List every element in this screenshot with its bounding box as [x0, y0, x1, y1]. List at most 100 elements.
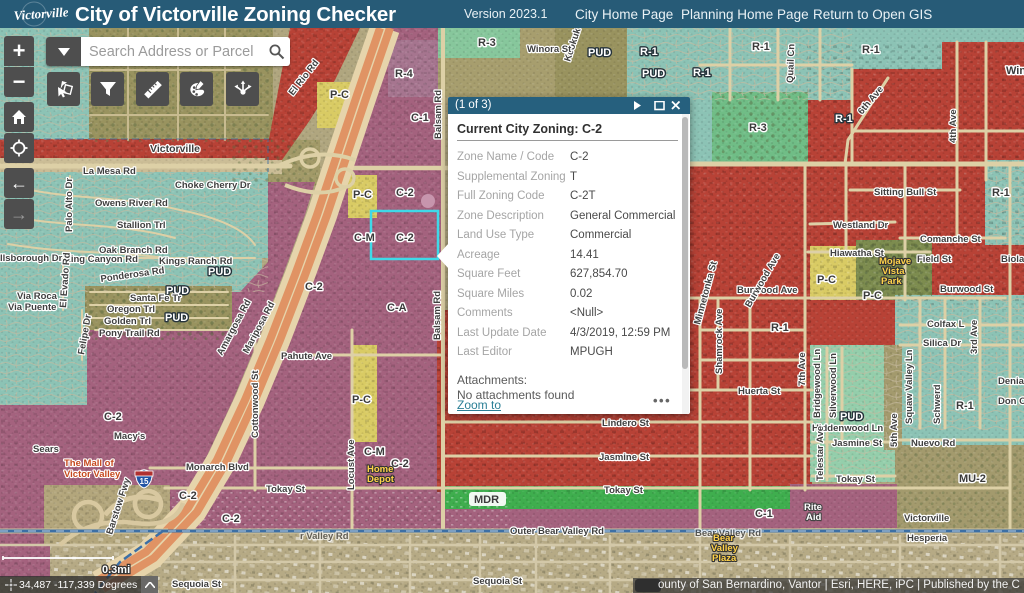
- svg-text:Denia: Denia: [998, 376, 1024, 387]
- svg-text:Choke Cherry Dr: Choke Cherry Dr: [175, 180, 251, 191]
- svg-text:R-3: R-3: [478, 37, 496, 49]
- svg-text:Telestar Ave: Telestar Ave: [815, 426, 826, 481]
- svg-text:R-1: R-1: [771, 322, 789, 334]
- svg-text:Hesperia: Hesperia: [907, 533, 948, 544]
- svg-text:Tokay St: Tokay St: [836, 474, 876, 485]
- svg-text:PUD: PUD: [588, 47, 611, 59]
- svg-text:Aid: Aid: [806, 512, 822, 523]
- svg-text:PUD: PUD: [165, 312, 188, 324]
- svg-text:Tokay St: Tokay St: [604, 485, 644, 496]
- svg-text:Sitting Bull St: Sitting Bull St: [874, 187, 937, 198]
- svg-text:PUD: PUD: [166, 285, 189, 297]
- svg-text:R-1: R-1: [862, 44, 880, 56]
- svg-text:Rite: Rite: [804, 502, 822, 513]
- svg-text:Via Roca: Via Roca: [17, 291, 58, 302]
- svg-text:Schwerd: Schwerd: [932, 384, 943, 424]
- svg-text:C-2: C-2: [391, 458, 409, 470]
- svg-text:Palo Alto Dr: Palo Alto Dr: [64, 178, 75, 232]
- svg-text:Via Puente: Via Puente: [8, 302, 56, 313]
- svg-text:Lindero St: Lindero St: [602, 418, 650, 429]
- svg-text:4th Ave: 4th Ave: [948, 109, 959, 143]
- svg-text:R-1: R-1: [640, 46, 658, 58]
- svg-text:Silverwood Ln: Silverwood Ln: [828, 353, 839, 418]
- svg-text:Victorville: Victorville: [904, 513, 949, 524]
- svg-text:Mojave: Mojave: [879, 256, 911, 267]
- svg-text:Pahute Ave: Pahute Ave: [281, 351, 332, 362]
- svg-text:Burwood St: Burwood St: [940, 284, 994, 295]
- svg-text:Shamrock Ave: Shamrock Ave: [714, 309, 725, 374]
- svg-text:Sequoia St: Sequoia St: [473, 576, 523, 587]
- svg-text:R-3: R-3: [749, 122, 767, 134]
- svg-text:Nuevo Rd: Nuevo Rd: [911, 438, 956, 449]
- svg-text:r Valley Rd: r Valley Rd: [300, 531, 349, 542]
- svg-text:Jasmine St: Jasmine St: [832, 438, 883, 449]
- svg-text:0.3mi: 0.3mi: [102, 564, 130, 576]
- svg-text:R-4: R-4: [395, 68, 414, 80]
- svg-text:Burwood Ave: Burwood Ave: [737, 285, 798, 296]
- svg-text:Victorville: Victorville: [13, 4, 68, 23]
- svg-text:Bridgewood Ln: Bridgewood Ln: [812, 349, 823, 418]
- svg-text:Pony Trail Rd: Pony Trail Rd: [99, 328, 160, 339]
- svg-text:3rd Ave: 3rd Ave: [969, 320, 980, 354]
- svg-text:PUD: PUD: [840, 411, 863, 423]
- svg-text:Hiddenwood Ln: Hiddenwood Ln: [812, 423, 883, 434]
- svg-text:R-1: R-1: [693, 67, 711, 79]
- svg-text:Stallion Trl: Stallion Trl: [117, 220, 166, 231]
- svg-text:Cottonwood St: Cottonwood St: [250, 370, 261, 438]
- svg-text:MU-2: MU-2: [959, 473, 986, 485]
- svg-text:Owens River Rd: Owens River Rd: [95, 198, 168, 209]
- svg-text:Santa Fe Tr: Santa Fe Tr: [130, 293, 182, 304]
- svg-text:llsborough Dr: llsborough Dr: [0, 253, 63, 264]
- svg-text:Huerta St: Huerta St: [738, 386, 781, 397]
- svg-text:King Canyon Rd: King Canyon Rd: [64, 254, 138, 265]
- svg-text:Sequoia St: Sequoia St: [172, 579, 222, 590]
- svg-text:C-2: C-2: [179, 490, 197, 502]
- svg-text:C-2: C-2: [396, 232, 414, 244]
- svg-text:Park: Park: [881, 276, 902, 287]
- svg-text:Win: Win: [1006, 65, 1024, 77]
- svg-text:La Mesa Rd: La Mesa Rd: [83, 166, 136, 177]
- svg-text:P-C: P-C: [817, 274, 836, 286]
- svg-text:Outer Bear Valley Rd: Outer Bear Valley Rd: [510, 526, 604, 537]
- svg-text:Biola: Biola: [1001, 254, 1024, 265]
- svg-text:The Mall of: The Mall of: [64, 458, 114, 469]
- svg-text:Squaw Valley Ln: Squaw Valley Ln: [904, 349, 915, 424]
- svg-text:P-C: P-C: [863, 290, 882, 302]
- svg-text:Depot: Depot: [367, 474, 395, 485]
- svg-text:5th Ave: 5th Ave: [889, 413, 900, 447]
- svg-text:C-1: C-1: [755, 508, 773, 520]
- svg-text:7th Ave: 7th Ave: [797, 352, 808, 386]
- svg-text:C-2: C-2: [305, 281, 323, 293]
- svg-text:Sears: Sears: [33, 444, 59, 455]
- svg-text:Colfax L: Colfax L: [927, 319, 965, 330]
- svg-text:C-1: C-1: [411, 112, 429, 124]
- svg-text:C-2: C-2: [222, 513, 240, 525]
- svg-text:Plaza: Plaza: [712, 553, 737, 564]
- svg-text:R-1: R-1: [956, 400, 974, 412]
- svg-text:R-1: R-1: [752, 41, 770, 53]
- svg-text:15: 15: [140, 477, 149, 486]
- svg-text:Victor Valley: Victor Valley: [64, 469, 121, 480]
- svg-text:Vista: Vista: [882, 266, 905, 277]
- svg-text:PUD: PUD: [642, 68, 665, 80]
- svg-text:Locust Ave: Locust Ave: [346, 439, 357, 490]
- svg-text:Comanche St: Comanche St: [920, 234, 982, 245]
- svg-text:Oregon Trl: Oregon Trl: [107, 304, 155, 315]
- svg-text:P-C: P-C: [352, 394, 371, 406]
- svg-text:Home: Home: [367, 464, 393, 475]
- svg-text:El Evado Rd: El Evado Rd: [58, 252, 73, 308]
- svg-text:Silica Dr: Silica Dr: [923, 338, 961, 349]
- svg-text:PUD: PUD: [208, 266, 231, 278]
- svg-text:R-1: R-1: [835, 113, 853, 125]
- svg-text:Westland Dr: Westland Dr: [833, 220, 889, 231]
- svg-text:P-C: P-C: [330, 89, 349, 101]
- svg-text:Oak Branch Rd: Oak Branch Rd: [99, 245, 168, 256]
- svg-text:Valley: Valley: [711, 543, 739, 554]
- svg-text:Balsam Rd: Balsam Rd: [432, 291, 443, 340]
- svg-text:Kings Ranch Rd: Kings Ranch Rd: [159, 256, 233, 267]
- svg-text:Balsam Rd: Balsam Rd: [433, 90, 444, 139]
- svg-text:Bear Valley Rd: Bear Valley Rd: [695, 528, 761, 539]
- svg-text:C-2: C-2: [396, 187, 414, 199]
- svg-text:C-M: C-M: [354, 232, 375, 244]
- svg-text:Winora St: Winora St: [527, 44, 572, 55]
